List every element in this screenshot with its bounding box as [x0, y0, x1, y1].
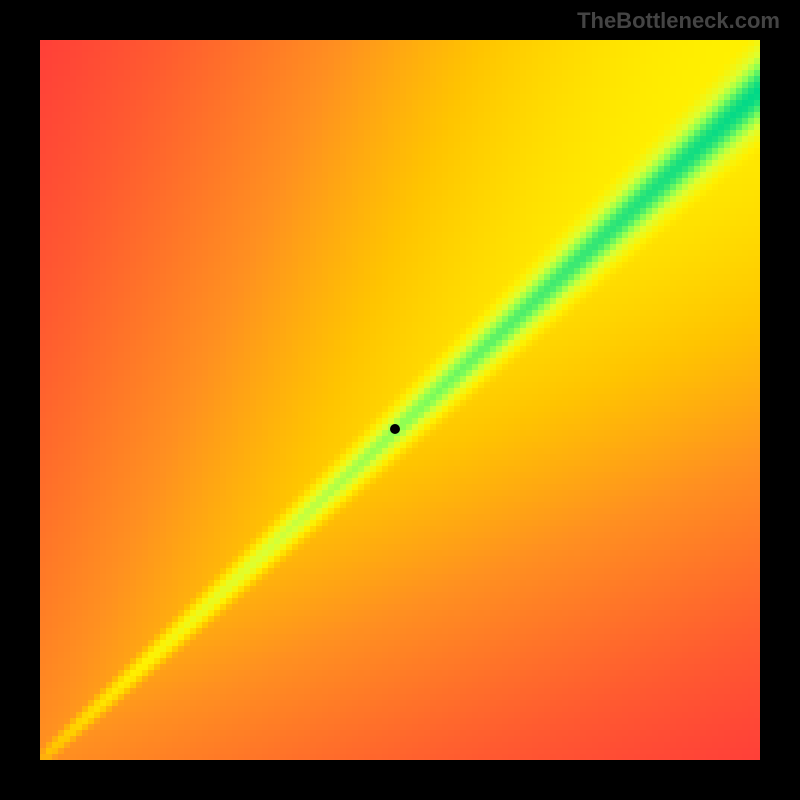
bottleneck-heatmap — [40, 40, 760, 760]
watermark-text: TheBottleneck.com — [577, 8, 780, 34]
heatmap-canvas — [40, 40, 760, 760]
